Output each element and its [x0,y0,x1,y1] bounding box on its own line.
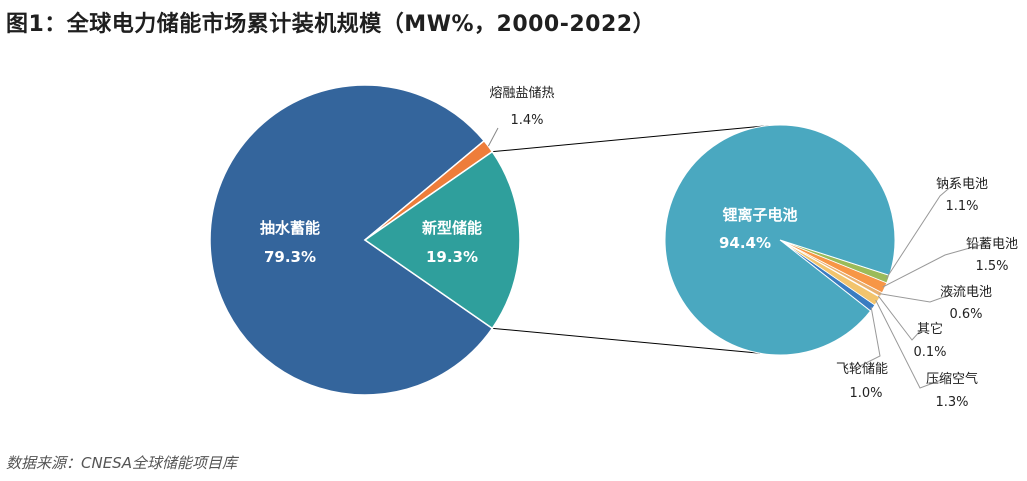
other-label: 其它 [917,321,943,337]
sodium-battery-label: 钠系电池 [936,177,988,192]
data-source-note: 数据来源：CNESA全球储能项目库 [6,454,237,472]
other-leader [877,295,923,341]
lithium-ion-value: 94.4% [719,234,771,252]
pumped-hydro-value: 79.3% [264,248,316,266]
flywheel-value: 1.0% [849,386,882,401]
new-storage-value: 19.3% [426,248,478,266]
lithium-ion-label: 锂离子电池 [722,206,797,224]
compressed-air-leader [875,299,945,389]
flow-battery-label: 液流电池 [940,285,992,300]
molten-salt-leader [487,127,499,147]
sodium-battery-value: 1.1% [945,199,978,214]
connector-line-bottom [492,327,761,354]
pumped-hydro-slice [209,84,494,396]
flywheel-leader [853,306,881,370]
compressed-air-label: 压缩空气 [926,371,978,387]
lead-acid-leader [882,243,985,288]
flow-battery-leader [879,291,959,303]
connector-line-top [492,124,771,153]
lithium-ion-slice [664,124,896,356]
flow-battery-value: 0.6% [949,307,982,322]
sodium-battery-leader [885,183,955,279]
flywheel-label: 飞轮储能 [836,362,888,377]
lead-acid-label: 铅蓄电池 [966,237,1018,252]
molten-salt-label: 熔融盐储热 [489,86,554,101]
compressed-air-value: 1.3% [935,395,968,410]
lead-acid-value: 1.5% [975,259,1008,274]
other-value: 0.1% [913,345,946,360]
pumped-hydro-label: 抽水蓄能 [260,219,320,237]
new-storage-slice [363,150,521,330]
new-storage-label: 新型储能 [422,219,482,237]
molten-salt-value: 1.4% [510,113,543,128]
chart-title: 图1：全球电力储能市场累计装机规模（MW%，2000-2022） [6,12,656,37]
